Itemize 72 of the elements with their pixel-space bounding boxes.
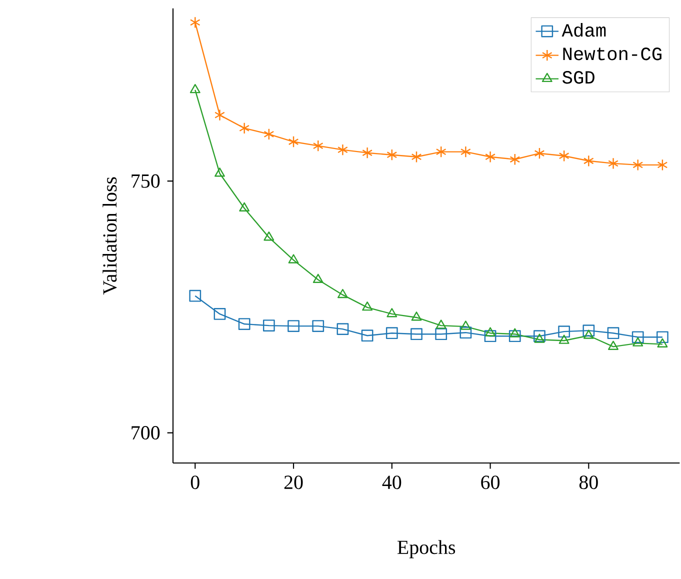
point <box>312 320 324 332</box>
point <box>558 326 570 338</box>
point <box>411 150 422 163</box>
point <box>262 320 275 332</box>
point <box>411 312 422 321</box>
point <box>362 146 373 159</box>
point <box>558 334 570 344</box>
point <box>510 153 520 166</box>
point <box>386 308 398 318</box>
point <box>607 327 620 340</box>
x-tick-label: 20 <box>284 476 303 490</box>
point <box>190 16 200 28</box>
x-tick-label: 40 <box>382 476 402 490</box>
y-axis-title: Validation loss <box>102 177 117 295</box>
point <box>460 320 471 330</box>
point <box>264 128 274 140</box>
point <box>288 320 300 332</box>
point <box>558 150 570 162</box>
point <box>583 154 594 167</box>
point <box>239 202 250 212</box>
point <box>288 254 299 264</box>
point <box>435 328 448 340</box>
point <box>190 84 200 94</box>
point <box>460 146 471 158</box>
point <box>657 158 668 171</box>
point <box>337 144 348 156</box>
y-tick-label: 750 <box>132 174 160 188</box>
y-tick-label: 700 <box>132 426 160 440</box>
point <box>312 274 324 283</box>
x-tick-label: 60 <box>481 476 500 490</box>
point <box>632 331 644 344</box>
point <box>657 338 668 348</box>
point <box>534 147 545 160</box>
point <box>214 109 225 122</box>
point <box>238 318 250 330</box>
x-tick-label: 0 <box>190 476 200 490</box>
point <box>214 308 226 320</box>
point <box>583 330 594 339</box>
legend-label: SGD <box>562 71 594 84</box>
x-tick-label: 80 <box>579 476 598 490</box>
point <box>264 231 274 241</box>
point <box>337 288 348 298</box>
point <box>361 330 374 342</box>
point <box>336 323 349 335</box>
point <box>436 320 446 329</box>
legend-label: Newton-CG <box>563 48 662 60</box>
point <box>632 337 644 346</box>
legend-label: Adam <box>562 23 606 37</box>
point <box>484 330 496 342</box>
point <box>312 140 324 152</box>
point <box>386 327 398 340</box>
point <box>510 328 520 338</box>
point <box>608 157 618 170</box>
point <box>534 334 545 343</box>
point <box>656 331 668 344</box>
point <box>386 148 398 161</box>
point <box>239 122 250 134</box>
point <box>582 324 595 337</box>
point <box>189 290 202 302</box>
point <box>460 326 472 339</box>
point <box>362 301 373 311</box>
point <box>436 146 446 158</box>
point <box>410 328 422 340</box>
point <box>608 340 618 350</box>
point <box>288 136 299 148</box>
point <box>485 150 496 163</box>
point <box>485 327 496 336</box>
point <box>508 330 521 342</box>
x-axis-title: Epochs <box>397 540 456 558</box>
point <box>534 330 546 342</box>
point <box>214 168 225 177</box>
point <box>632 158 644 171</box>
